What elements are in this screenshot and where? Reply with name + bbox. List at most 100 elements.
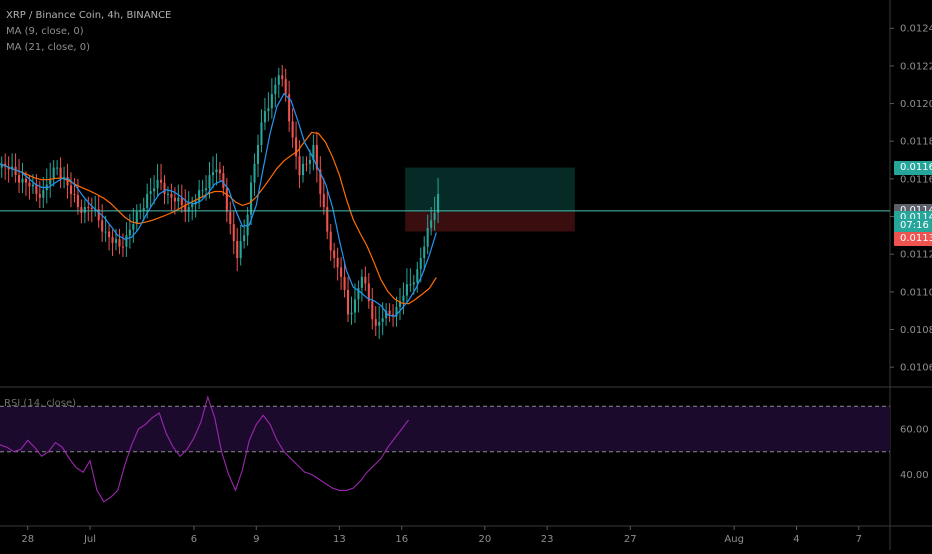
candle-body (388, 310, 391, 315)
candle-body (114, 239, 118, 243)
candle-body (173, 197, 176, 202)
candle-body (0, 163, 3, 168)
candle-body (18, 175, 21, 183)
position-loss-zone (405, 211, 575, 232)
candle-body (184, 205, 187, 212)
candle-body (298, 156, 301, 176)
candle-body (153, 188, 156, 192)
candle-body (31, 184, 34, 187)
candle-body (146, 193, 149, 209)
price-tag: 0.01133 (894, 232, 932, 247)
candle-body (412, 282, 415, 285)
symbol-title: XRP / Binance Coin, 4h, BINANCE (6, 10, 171, 21)
candle-body (371, 301, 374, 320)
candle-body (333, 250, 336, 258)
candle-body (59, 167, 62, 178)
candle-body (301, 163, 305, 176)
rsi-legend[interactable]: RSI (14, close) (4, 398, 77, 409)
candle-body (135, 211, 138, 225)
candle-body (205, 188, 208, 191)
candle-body (236, 241, 239, 258)
time-tick-label: 16 (395, 534, 408, 545)
candle-body (198, 190, 201, 202)
candle-body (73, 193, 76, 195)
candle-body (142, 208, 145, 211)
candle-body (42, 190, 45, 198)
candle-body (211, 172, 215, 176)
ma9-line (0, 92, 437, 317)
candle-body (121, 246, 124, 248)
candle-body (267, 108, 270, 112)
candle-body (263, 111, 266, 123)
candle-body (232, 224, 235, 242)
time-tick-label: 13 (333, 534, 346, 545)
candle-body (256, 144, 260, 164)
position-profit-zone (405, 167, 575, 212)
candle-body (14, 166, 17, 176)
candle-body (159, 179, 163, 183)
candle-body (336, 257, 339, 268)
candle-body (87, 207, 90, 209)
candle-body (201, 190, 204, 192)
ma21-line (0, 131, 437, 305)
candle-body (260, 122, 263, 145)
candle-body (69, 185, 73, 194)
candle-body (97, 209, 100, 221)
candle-body (191, 204, 194, 208)
candle-body (21, 178, 24, 183)
candle-body (101, 220, 104, 232)
rsi-tick-label: 60.00 (900, 424, 929, 435)
candle-body (295, 137, 298, 157)
candle-body (104, 231, 107, 233)
candle-body (250, 182, 253, 215)
candle-body (357, 288, 360, 300)
candle-body (284, 79, 287, 95)
candle-body (329, 231, 332, 251)
candle-body (409, 284, 412, 286)
candle-body (253, 163, 256, 183)
candle-body (149, 191, 152, 194)
candle-body (7, 166, 10, 170)
candle-body (4, 163, 7, 167)
candle-body (156, 179, 159, 189)
ma9-legend[interactable]: MA (9, close, 0) (6, 26, 84, 37)
candle-body (402, 295, 405, 302)
rsi-line (0, 395, 410, 503)
candle-body (56, 167, 59, 169)
candle-body (166, 193, 169, 195)
candle-body (80, 207, 83, 213)
candle-body (11, 166, 14, 170)
time-tick-label: 7 (856, 534, 862, 545)
rsi-tick-label: 40.00 (900, 470, 929, 481)
candle-body (180, 197, 183, 206)
candle-body (218, 169, 221, 174)
candle-body (381, 318, 384, 322)
candle-body (170, 193, 173, 198)
rsi-band (0, 406, 890, 452)
candle-body (187, 207, 190, 212)
candle-body (38, 193, 41, 198)
candle-body (291, 121, 294, 138)
ma21-legend[interactable]: MA (21, close, 0) (6, 42, 91, 53)
candle-body (426, 227, 429, 247)
time-tick-label: 23 (541, 534, 554, 545)
candle-body (76, 194, 79, 208)
time-tick-label: 6 (191, 534, 197, 545)
candle-body (343, 276, 346, 290)
candle-body (416, 269, 419, 283)
time-tick-label: Jul (83, 534, 96, 545)
symbol-title-text: XRP / Binance Coin, 4h, BINANCE (6, 10, 172, 21)
time-tick-label: 9 (253, 534, 259, 545)
candle-body (66, 176, 69, 186)
candle-body (274, 84, 277, 95)
candle-body (63, 176, 66, 178)
candle-body (385, 310, 388, 319)
